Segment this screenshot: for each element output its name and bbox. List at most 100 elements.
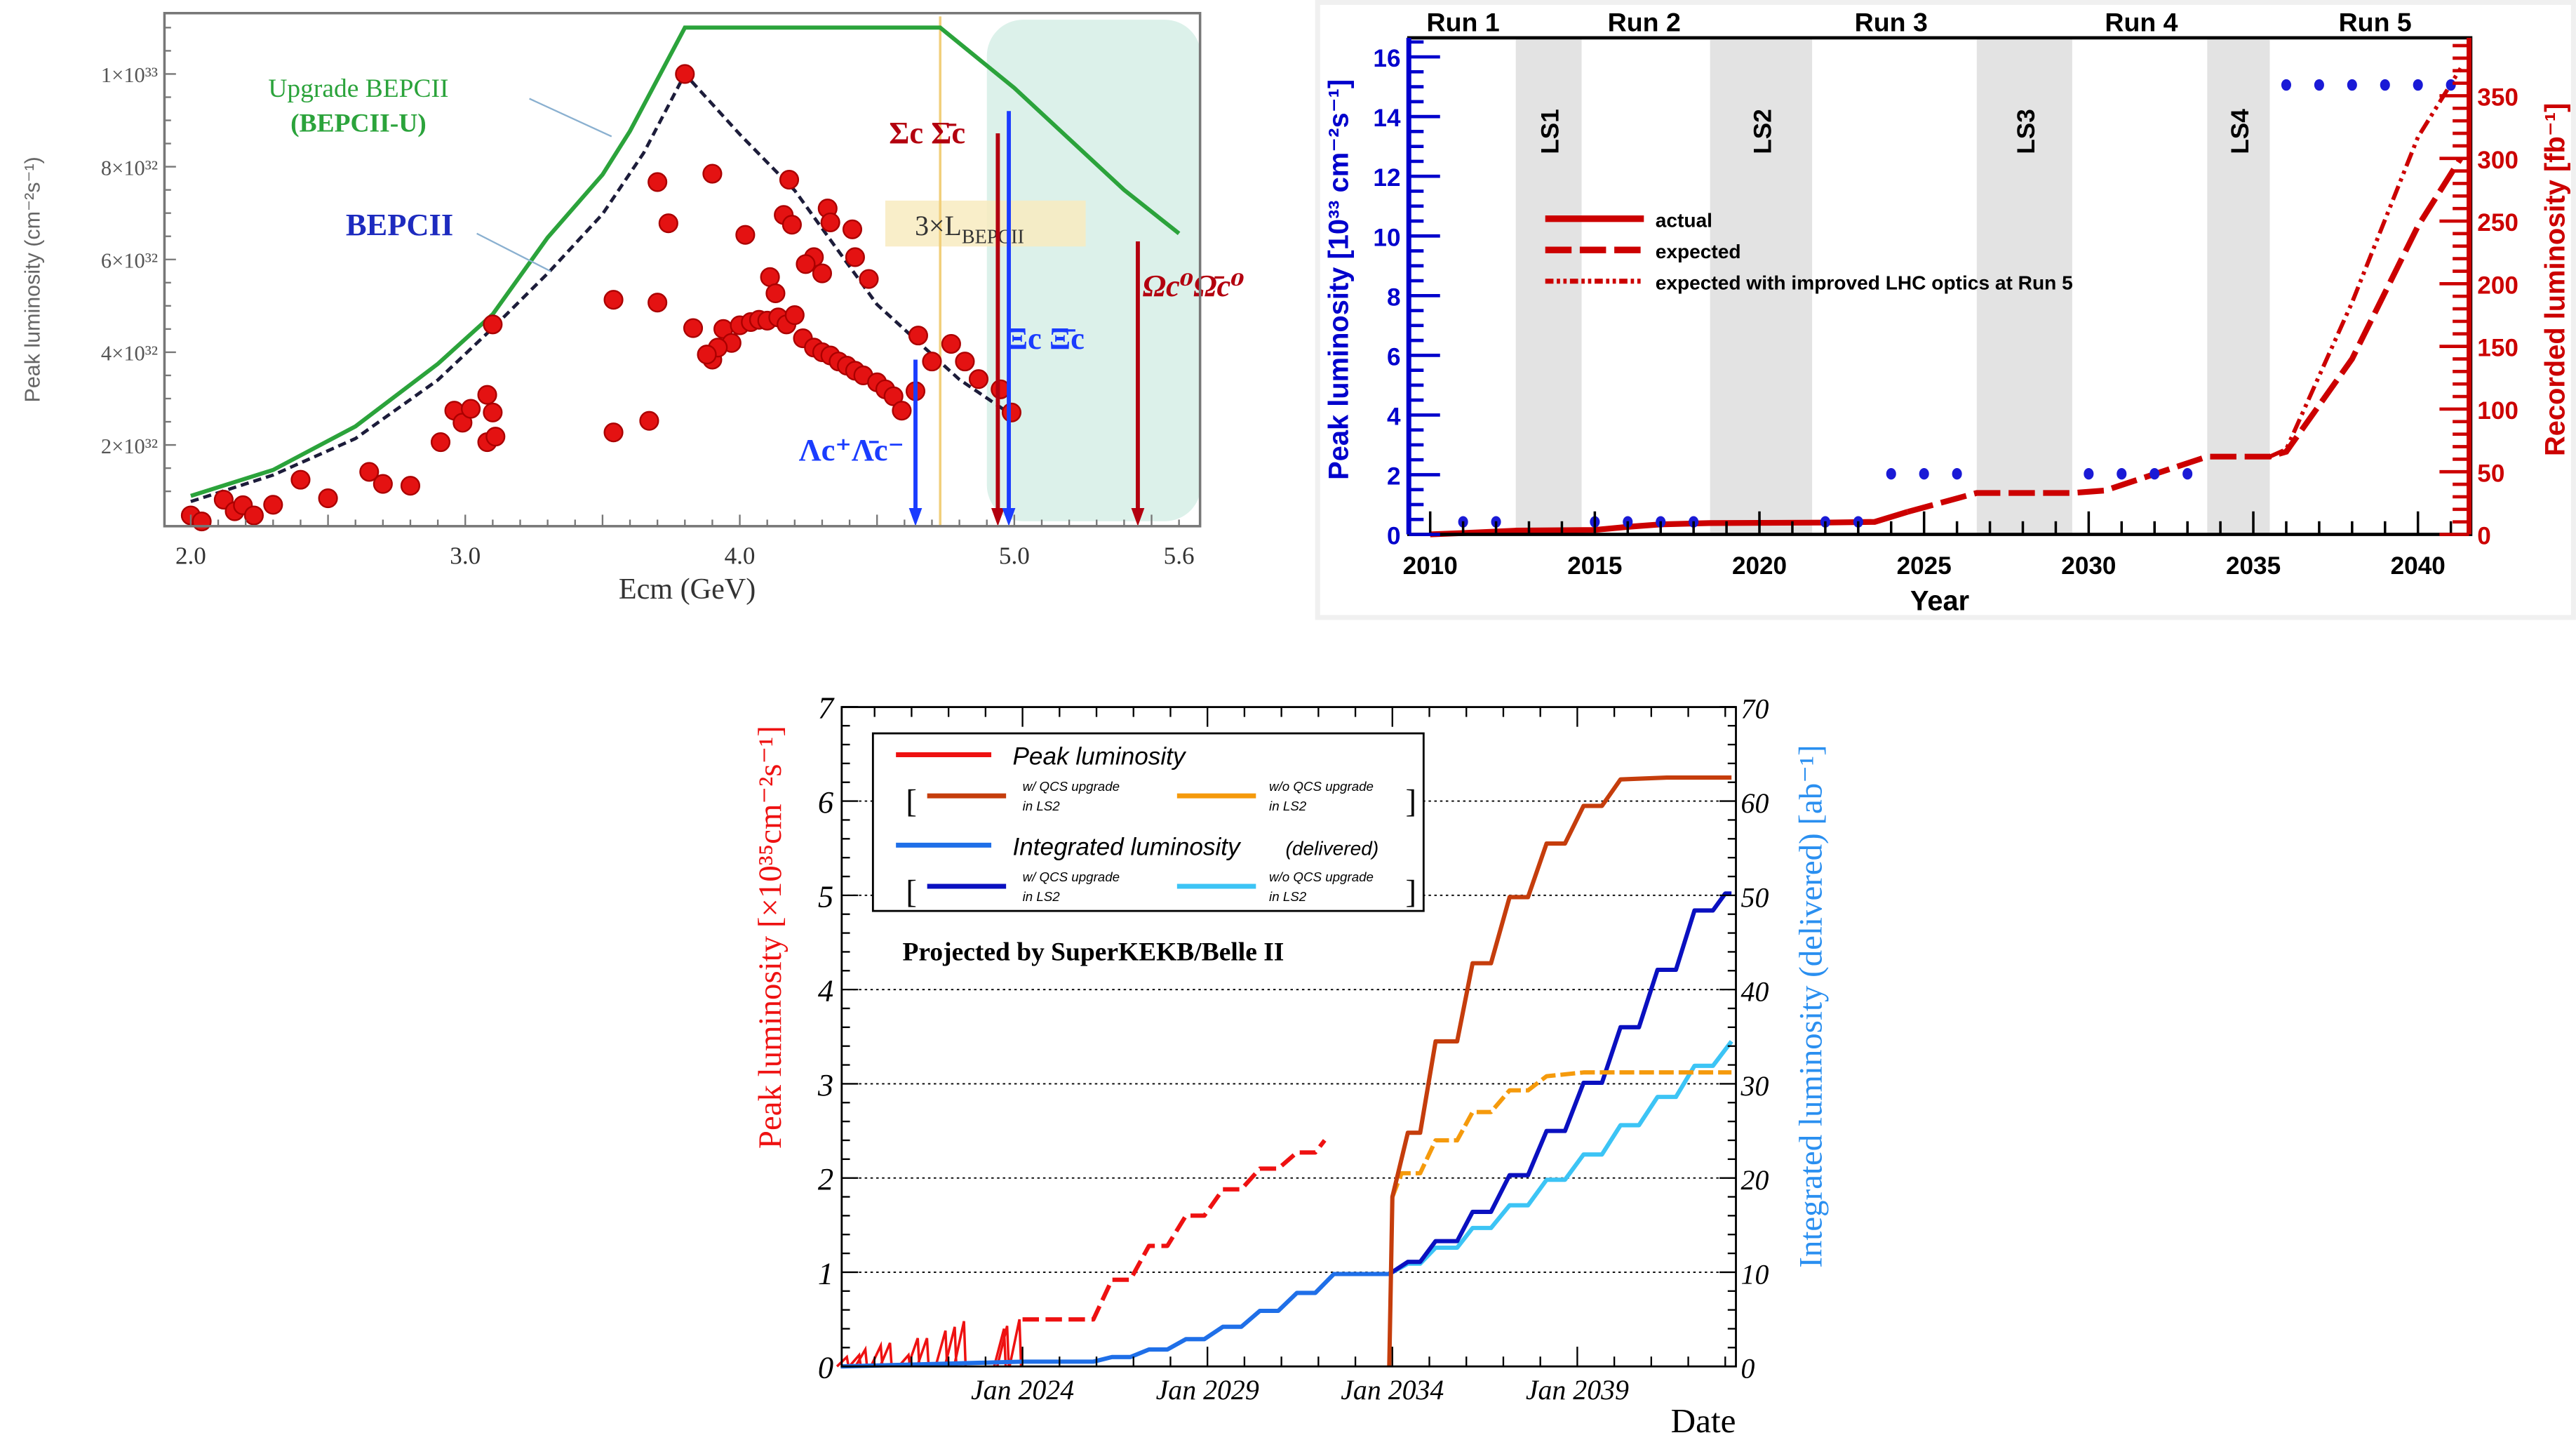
run-label: Run 5: [2339, 8, 2412, 37]
y-right-tick-label: 50: [2477, 460, 2504, 487]
measured-point: [968, 369, 989, 389]
measured-point: [892, 401, 912, 421]
run-label: Run 2: [1608, 8, 1681, 37]
recorded-luminosity-dashdotdot-line: [2269, 67, 2463, 459]
peak-luminosity-point: [2347, 79, 2357, 91]
x-tick-label: 4.0: [725, 542, 756, 570]
legend-label: actual: [1656, 209, 1712, 231]
y-right-tick-label: 20: [1741, 1165, 1769, 1196]
legend-label: expected with improved LHC optics at Run…: [1656, 272, 2073, 293]
arrow-head: [1002, 508, 1016, 526]
measured-point: [359, 462, 380, 482]
peak-luminosity-point: [2380, 79, 2390, 91]
arrow-label: Σc Σ̄c: [889, 115, 965, 150]
measured-point: [941, 333, 961, 354]
measured-point: [373, 474, 393, 494]
lhc-luminosity-chart: LS1 LS2 LS3 LS4 Run 1 Run 2 Run 3 Run 4 Run 5 act…: [1315, 0, 2576, 620]
y-right-tick-label: 300: [2477, 147, 2518, 174]
measured-point: [603, 422, 624, 443]
y-right-tick-label: 30: [1740, 1071, 1769, 1102]
peak-history-spike: [854, 1345, 868, 1368]
y-tick-label: 6: [818, 785, 834, 820]
box-label-main: 3×L: [915, 211, 962, 241]
y-right-tick-label: 200: [2477, 272, 2518, 299]
measured-point: [485, 427, 506, 447]
y-axis-title: Peak luminosity [×10³⁵cm⁻²s⁻¹]: [752, 726, 789, 1149]
x-tick-label: Jan 2034: [1341, 1375, 1444, 1406]
peak-history-spike: [995, 1326, 1010, 1367]
measured-point: [697, 345, 717, 365]
x-tick-label: 2030: [2061, 552, 2116, 580]
peak-luminosity-line: [1022, 1139, 1327, 1322]
y-tick-label: 3: [817, 1067, 833, 1102]
shutdown-band: [1976, 39, 2072, 533]
projection-annotation: Projected by SuperKEKB/Belle II: [903, 938, 1284, 966]
y-tick-label: 16: [1373, 45, 1400, 72]
measured-point: [648, 293, 668, 313]
measured-point: [812, 263, 833, 284]
measured-point: [263, 495, 283, 515]
peak-history-spike: [878, 1342, 893, 1367]
y-tick-label: 6×10³²: [101, 248, 158, 272]
legend-qcs-label: w/ QCS upgrade: [1023, 779, 1120, 794]
shutdown-label: LS3: [2013, 109, 2040, 154]
x-tick-label: 2020: [1732, 552, 1787, 580]
luminosity-box: [885, 200, 1086, 247]
peak-luminosity-point: [2314, 79, 2324, 91]
integrated-luminosity-line: [840, 1272, 1390, 1369]
run-label: Run 3: [1855, 8, 1928, 37]
shaded-region: [986, 20, 1201, 521]
peak-luminosity-point: [1952, 467, 1962, 480]
run-label: Run 4: [2105, 8, 2178, 37]
x-tick-label: 2015: [1567, 552, 1622, 580]
measured-point: [318, 488, 338, 509]
y-tick-label: 2: [1387, 463, 1401, 491]
legend-bracket: ]: [1406, 784, 1417, 820]
measured-point: [955, 352, 975, 372]
y-tick-label: 5: [818, 879, 833, 914]
measured-point: [842, 219, 863, 239]
x-tick-label: 2035: [2226, 552, 2281, 580]
measured-point: [658, 213, 678, 234]
y-right-tick-label: 50: [1741, 882, 1769, 913]
x-tick-label: Jan 2039: [1526, 1375, 1629, 1406]
legend-bracket: [: [906, 784, 917, 820]
measured-point: [675, 64, 695, 84]
y-right-tick-label: 0: [2477, 523, 2491, 550]
recorded-luminosity-solid-line: [1430, 509, 1909, 538]
upgrade-bepcii-curve: [190, 25, 1181, 498]
x-axis-title: Ecm (GeV): [619, 573, 756, 606]
legend-bracket: ]: [1406, 874, 1417, 910]
measured-point: [765, 283, 786, 304]
peak-luminosity-point: [2413, 79, 2423, 91]
measured-point: [859, 269, 879, 289]
y-tick-label: 1×10³³: [101, 63, 158, 87]
y-right-tick-label: 70: [1741, 694, 1769, 725]
peak-luminosity-point: [2446, 79, 2456, 91]
peak-history-spike: [993, 1328, 1007, 1367]
peak-luminosity-point: [2182, 467, 2193, 480]
measured-point: [820, 212, 840, 232]
measured-point: [908, 326, 928, 346]
box-label: 3×LBEPCII: [915, 211, 1024, 248]
measured-point: [784, 305, 805, 326]
y-tick-label: 4×10³²: [101, 342, 158, 366]
y-right-axis-title: Recorded luminosity [fb⁻¹]: [2540, 103, 2570, 456]
measured-point: [290, 469, 311, 490]
run-label: Run 1: [1427, 8, 1500, 37]
y-tick-label: 4: [818, 973, 833, 1008]
measured-point: [603, 290, 624, 310]
integrated-luminosity-qcs-line: [1388, 891, 1732, 1276]
y-tick-label: 7: [818, 691, 835, 726]
y-right-axis-title: Integrated luminosity (delivered) [ab⁻¹]: [1792, 745, 1829, 1267]
y-tick-label: 2: [818, 1161, 833, 1196]
y-right-tick-label: 10: [1741, 1259, 1769, 1290]
y-tick-label: 0: [1387, 523, 1401, 550]
arrow-label: Ωc⁰Ω̄c⁰: [1143, 268, 1245, 303]
y-right-tick-label: 250: [2477, 209, 2518, 236]
shutdown-band: [1515, 39, 1582, 533]
y-axis-title: Peak luminosity [10³³ cm⁻²s⁻¹]: [1324, 79, 1355, 480]
measured-point: [779, 170, 800, 190]
y-right-tick-label: 100: [2477, 397, 2518, 425]
